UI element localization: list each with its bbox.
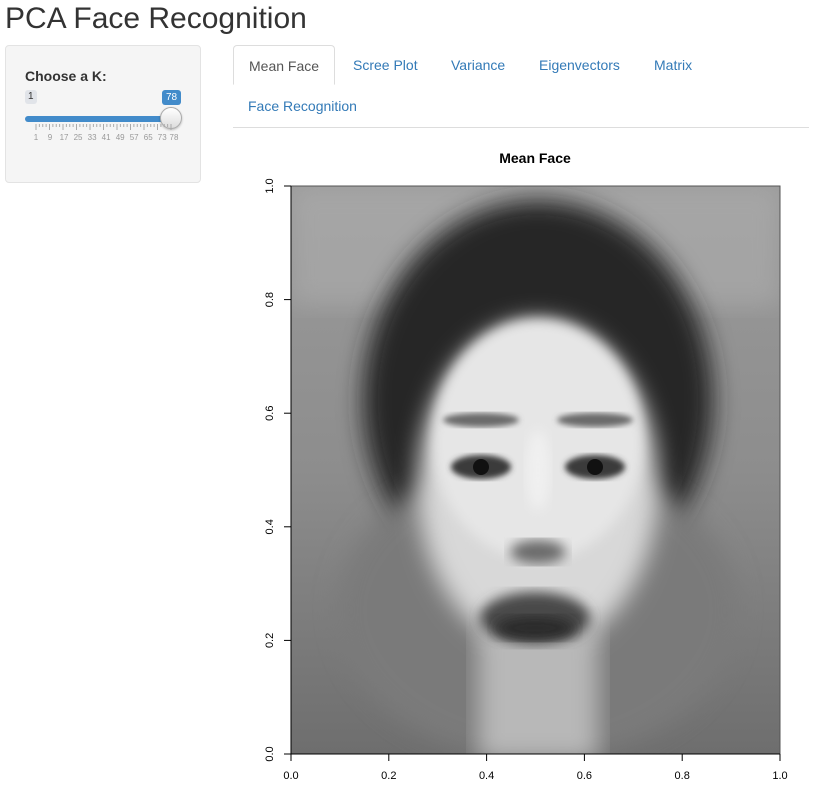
mean-face-plot: Mean Face 0.0 0.2 0.4 0.6 0.8 1.0 0.00.20.40. (264, 150, 788, 782)
slider-tick-label: 9 (48, 133, 53, 142)
tab-mean-face[interactable]: Mean Face (233, 45, 336, 85)
x-tick-label: 0.0 (283, 770, 298, 782)
tab-eigenvectors[interactable]: Eigenvectors (539, 57, 620, 73)
tab-face-recognition[interactable]: Face Recognition (248, 98, 357, 114)
slider-tick-label: 17 (60, 133, 69, 142)
slider-tick-label: 78 (170, 133, 179, 142)
slider-tick-label: 57 (130, 133, 139, 142)
slider-track[interactable] (25, 116, 173, 122)
x-tick-label: 0.6 (577, 770, 592, 782)
y-tick-label: 0.8 (264, 292, 276, 307)
slider-grid: 1 9 17 25 33 41 49 57 65 73 78 (34, 124, 179, 142)
slider-tick-label: 49 (116, 133, 125, 142)
x-tick-label: 1.0 (772, 770, 787, 782)
slider-tick-label: 41 (102, 133, 111, 142)
slider-tick-label: 25 (74, 133, 83, 142)
slider-tick-label: 1 (34, 133, 39, 142)
plot-title: Mean Face (499, 150, 571, 166)
slider-min-label: 1 (25, 90, 37, 104)
tab-scree-plot[interactable]: Scree Plot (353, 57, 418, 73)
y-tick-label: 0.4 (264, 519, 276, 534)
slider-tick-label: 65 (144, 133, 153, 142)
slider-value-label: 78 (162, 90, 182, 105)
y-tick-label: 0.2 (264, 633, 276, 648)
page-title: PCA Face Recognition (5, 2, 307, 35)
sidebar-panel: Choose a K: 1 78 1 9 17 25 33 41 49 57 65 73 78 (5, 45, 201, 183)
mean-face-image (291, 186, 780, 754)
slider-tick-label: 33 (88, 133, 97, 142)
y-tick-label: 0.0 (264, 746, 276, 761)
y-tick-label: 1.0 (264, 178, 276, 193)
x-tick-label: 0.2 (381, 770, 396, 782)
k-slider[interactable]: 1 78 1 9 17 25 33 41 49 57 65 73 78 (25, 90, 185, 150)
tab-bar: Mean Face Scree Plot Variance Eigenvecto… (233, 45, 809, 128)
tab-matrix[interactable]: Matrix (654, 57, 693, 73)
y-tick-label: 0.6 (264, 406, 276, 421)
slider-tick-label: 73 (158, 133, 167, 142)
k-slider-label: Choose a K: (25, 68, 107, 84)
x-tick-label: 0.4 (479, 770, 494, 782)
tab-variance[interactable]: Variance (451, 57, 506, 73)
x-tick-label: 0.8 (675, 770, 690, 782)
